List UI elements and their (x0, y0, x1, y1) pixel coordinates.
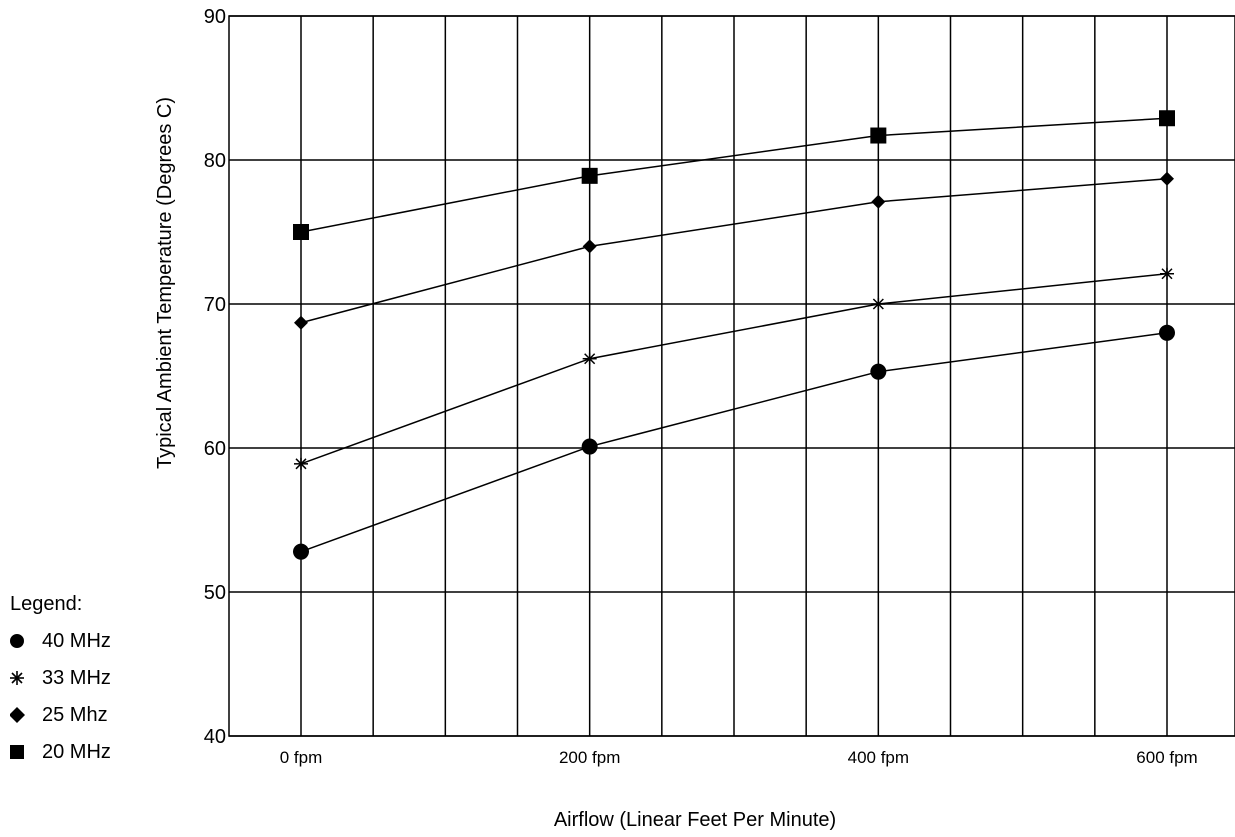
x-tick-label: 0 fpm (280, 748, 323, 767)
data-point-33mhz (582, 352, 597, 365)
legend-label: 25 Mhz (42, 703, 108, 726)
x-tick-label: 600 fpm (1136, 748, 1197, 767)
x-tick-label: 400 fpm (848, 748, 909, 767)
y-axis-label: Typical Ambient Temperature (Degrees C) (154, 97, 176, 469)
series-line-40mhz (300, 332, 1168, 553)
data-point-25mhz (294, 315, 308, 330)
data-point-33mhz (1160, 267, 1174, 280)
y-tick-labels: 40 50 60 70 80 90 (204, 6, 226, 748)
y-tick-label: 40 (204, 726, 226, 748)
square-marker-icon (10, 740, 40, 764)
data-point-25mhz (1160, 171, 1174, 186)
y-tick-label: 60 (204, 438, 226, 460)
series-line-25mhz (300, 177, 1168, 324)
data-point-20mhz (581, 167, 598, 184)
legend-item-40mhz: 40 MHz (10, 622, 111, 659)
legend-label: 33 MHz (42, 666, 111, 689)
legend-item-20mhz: 20 MHz (10, 733, 111, 770)
data-point-20mhz (293, 224, 309, 240)
x-axis-label: Airflow (Linear Feet Per Minute) (554, 809, 836, 831)
series-line-33mhz (300, 273, 1168, 465)
data-point-20mhz (870, 127, 887, 144)
legend-label: 40 MHz (42, 629, 111, 652)
data-point-20mhz (1159, 110, 1175, 127)
data-point-25mhz (582, 239, 597, 254)
series-group (293, 110, 1175, 560)
legend-item-33mhz: 33 MHz (10, 659, 111, 696)
legend-title: Legend: (10, 593, 83, 615)
y-tick-label: 50 (204, 582, 226, 604)
data-point-40mhz (1159, 324, 1175, 341)
grid-lines (229, 15, 1235, 737)
y-tick-label: 70 (204, 294, 226, 316)
diamond-marker-icon (10, 703, 40, 727)
asterisk-marker-icon (10, 666, 40, 690)
data-point-40mhz (870, 363, 887, 380)
plot-area-frame (228, 15, 1235, 737)
data-point-33mhz (294, 457, 308, 470)
y-tick-label: 80 (204, 150, 226, 172)
data-point-40mhz (581, 438, 598, 455)
circle-marker-icon (10, 629, 40, 653)
data-point-40mhz (293, 543, 309, 560)
series-line-20mhz (300, 117, 1168, 233)
legend-item-25mhz: 25 Mhz (10, 696, 111, 733)
legend: Legend: 40 MHz 33 MHz 25 Mhz 20 MHz (10, 586, 111, 770)
data-point-25mhz (871, 194, 886, 209)
x-tick-labels: 0 fpm 200 fpm 400 fpm 600 fpm (280, 748, 1198, 767)
data-point-33mhz (871, 298, 886, 310)
legend-label: 20 MHz (42, 740, 111, 763)
x-tick-label: 200 fpm (559, 748, 620, 767)
y-tick-label: 90 (204, 6, 226, 28)
